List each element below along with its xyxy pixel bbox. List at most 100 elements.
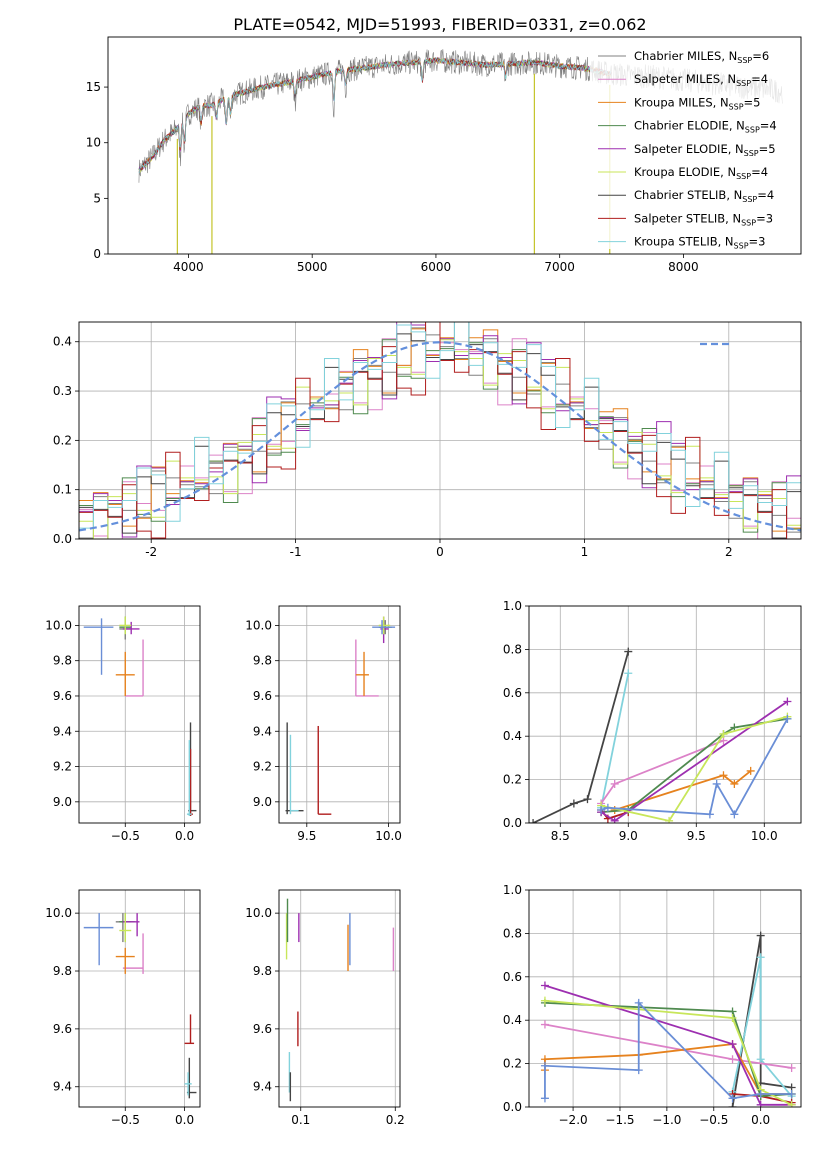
histogram-bar — [137, 531, 151, 539]
histogram-bar — [440, 343, 454, 539]
x-tick-label: 6000 — [421, 260, 452, 274]
histogram-bar — [527, 354, 541, 539]
weight-marker — [712, 779, 721, 788]
histogram-bar — [79, 505, 93, 539]
histogram-bar — [382, 393, 396, 539]
y-tick-label: 10.0 — [245, 906, 272, 920]
histogram-bar — [556, 404, 570, 539]
legend-entry: Salpeter STELIB, NSSP=3 — [634, 211, 773, 227]
histogram-bar — [599, 449, 613, 539]
weight-marker — [624, 647, 633, 656]
weight-marker — [610, 816, 619, 823]
histogram-bar — [483, 339, 497, 539]
errorbar-point — [125, 639, 144, 697]
legend-entry-sub: SSP — [734, 242, 749, 251]
histogram-bar — [426, 355, 440, 539]
histogram-bar — [584, 429, 598, 539]
plot-frame — [78, 605, 201, 824]
y-tick-label: 0.2 — [53, 433, 72, 447]
y-tick-label: 0.1 — [53, 483, 72, 497]
legend-entry-name: Salpeter ELODIE, N — [634, 142, 744, 156]
legend-entry-sub: SSP — [741, 218, 756, 227]
legend-entry-sub: SSP — [729, 102, 744, 111]
histogram-bar — [498, 358, 512, 539]
x-tick-label: 9.5 — [687, 829, 706, 843]
histogram-bar — [339, 400, 353, 539]
histogram-bar — [570, 402, 584, 539]
y-tick-label: 0.6 — [503, 686, 522, 700]
histogram-bar — [512, 377, 526, 539]
histogram-bar — [700, 482, 714, 539]
weight-marker — [787, 1063, 796, 1072]
histogram-bar — [180, 499, 194, 539]
histogram-bar — [411, 374, 425, 539]
y-tick-label: 9.8 — [253, 654, 272, 668]
histogram-bar — [209, 472, 223, 539]
legend-entry-count: =4 — [757, 188, 774, 202]
legend-entry-sub: SSP — [736, 79, 751, 88]
histogram-bar — [483, 385, 497, 539]
histogram-bar — [296, 387, 310, 539]
histogram-bar — [281, 448, 295, 539]
histogram-bar — [296, 427, 310, 539]
histogram-bar — [382, 399, 396, 539]
histogram-bar — [382, 340, 396, 539]
histogram-bar — [527, 394, 541, 539]
histogram-bar — [469, 350, 483, 539]
weight-series-salpeter-elodie — [600, 700, 788, 822]
histogram-bar — [397, 388, 411, 539]
histogram-bar — [151, 467, 165, 539]
weight-marker — [728, 1094, 737, 1103]
histogram-bar — [296, 429, 310, 539]
histogram-bar — [195, 487, 209, 539]
x-tick-label: −2.0 — [559, 1113, 588, 1127]
histogram-bar — [252, 441, 266, 539]
histogram-bar — [267, 397, 281, 539]
errorbar-point — [186, 740, 192, 816]
histogram-bar — [281, 469, 295, 539]
histogram-bar — [238, 494, 252, 539]
clipped-marks — [83, 616, 197, 816]
histogram-bar — [339, 393, 353, 539]
y-tick-label: 0.0 — [503, 816, 522, 830]
histogram-bar — [714, 461, 728, 539]
histogram-bar — [700, 482, 714, 539]
histogram-bar — [556, 405, 570, 539]
histogram-bar — [714, 515, 728, 539]
histogram-bar — [657, 497, 671, 539]
errorbar-point — [115, 651, 135, 696]
weight-series-kroupa-elodie — [600, 715, 788, 822]
histogram-bar — [657, 433, 671, 539]
histogram-bar — [498, 360, 512, 539]
errorbar-point — [119, 616, 132, 635]
histogram-bar — [469, 345, 483, 539]
histogram-bar — [454, 359, 468, 539]
histogram-bar — [772, 505, 786, 539]
histogram-bar — [584, 441, 598, 539]
legend-entry: Salpeter MILES, NSSP=4 — [634, 72, 768, 88]
histogram-bar — [671, 493, 685, 539]
histogram-bar — [339, 379, 353, 539]
histogram-bar — [195, 489, 209, 539]
histogram-bar — [411, 395, 425, 539]
histogram-bar — [787, 532, 801, 539]
histogram-bar — [166, 521, 180, 539]
x-tick-label: 0.0 — [175, 829, 194, 843]
legend-entry-name: Salpeter MILES, N — [634, 72, 736, 86]
errorbar-point — [83, 913, 114, 966]
weight-series-salpeter-miles — [544, 1023, 792, 1069]
histogram-bar — [714, 499, 728, 539]
weight-marker — [540, 1094, 549, 1103]
histogram-bar — [541, 362, 555, 539]
weight-marker — [634, 998, 643, 1007]
histogram-bar — [353, 405, 367, 539]
legend-entry-count: =4 — [751, 165, 768, 179]
legend-entry-name: Chabrier ELODIE, N — [634, 119, 745, 133]
histogram-bar — [671, 513, 685, 539]
histogram-bar — [613, 420, 627, 539]
histogram-bar — [223, 492, 237, 539]
histogram-bar — [657, 442, 671, 539]
x-tick-label: -1 — [290, 545, 302, 559]
histogram-bar — [426, 378, 440, 539]
histogram-bar — [469, 375, 483, 539]
